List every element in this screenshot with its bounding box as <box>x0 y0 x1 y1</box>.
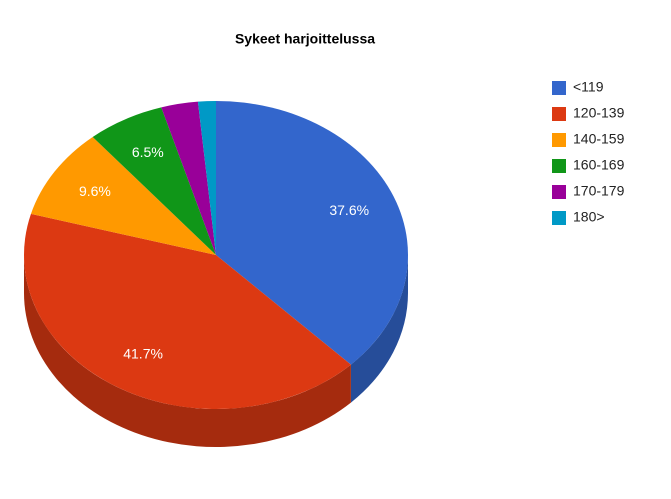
data-label: 41.7% <box>123 345 163 361</box>
legend-label: 180> <box>573 209 605 225</box>
data-label: 37.6% <box>329 202 369 218</box>
data-label: 6.5% <box>132 144 164 160</box>
chart-title: Sykeet harjoittelussa <box>235 31 375 47</box>
legend-swatch <box>552 81 566 95</box>
pie-slice <box>197 101 216 255</box>
legend-swatch <box>552 107 566 121</box>
legend-swatch <box>552 159 566 173</box>
pie-slice <box>92 107 216 256</box>
pie-slice <box>161 101 216 255</box>
legend-swatch <box>552 211 566 225</box>
legend-label: 170-179 <box>573 183 625 199</box>
pie-slice <box>30 136 216 255</box>
pie-slice <box>23 213 351 410</box>
legend-label: 140-159 <box>573 131 625 147</box>
pie-side <box>350 255 408 403</box>
pie-slice <box>216 101 409 365</box>
data-label: 9.6% <box>79 183 111 199</box>
legend-swatch <box>552 133 566 147</box>
legend-label: 120-139 <box>573 105 625 121</box>
pie-side <box>24 255 351 447</box>
legend-swatch <box>552 185 566 199</box>
legend-label: <119 <box>573 79 604 95</box>
legend-label: 160-169 <box>573 157 625 173</box>
